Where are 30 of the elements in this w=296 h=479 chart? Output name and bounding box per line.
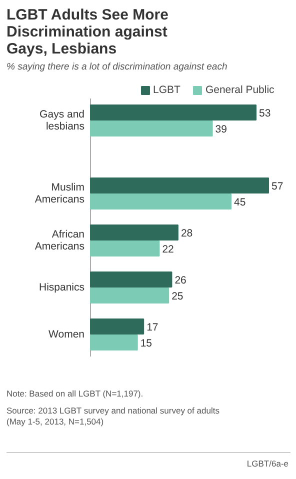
bar — [90, 194, 232, 210]
bar — [90, 272, 172, 288]
bar — [90, 224, 178, 240]
y-tick-label: Hispanics — [38, 282, 85, 294]
y-tick-label: Women — [48, 328, 85, 340]
chart-subtitle: % saying there is a lot of discrimination against each — [6, 62, 228, 72]
data-label: 45 — [234, 196, 246, 208]
data-label: 26 — [174, 274, 187, 286]
text: LGBT/6a-e — [246, 458, 289, 468]
data-label: 39 — [215, 124, 228, 136]
data-label: 28 — [180, 228, 193, 240]
legend-label: LGBT — [153, 84, 180, 96]
bar — [90, 178, 269, 194]
text: Note: Based on all LGBT (N=1,197). — [6, 388, 144, 398]
y-tick-label: Muslim Americans — [34, 182, 85, 206]
data-label: 25 — [172, 290, 184, 302]
chart-title: LGBT Adults See More Discrimination against Gays, Lesbians — [6, 6, 168, 58]
legend-label: General Public — [205, 84, 274, 96]
data-label: 53 — [259, 108, 271, 120]
data-label: 15 — [140, 338, 152, 350]
y-tick-label: Gays and lesbians — [40, 108, 85, 132]
data-label: 57 — [272, 180, 284, 192]
data-label: 17 — [146, 322, 158, 334]
data-label: 22 — [162, 244, 174, 256]
bar — [90, 334, 138, 350]
bar — [90, 288, 170, 304]
y-tick-label: African Americans — [34, 228, 85, 252]
source-note: Source: 2013 LGBT survey and national survey of adults (May 1-5, 2013, N=1,504) — [6, 406, 220, 426]
bar — [90, 240, 160, 256]
bar — [90, 318, 144, 334]
